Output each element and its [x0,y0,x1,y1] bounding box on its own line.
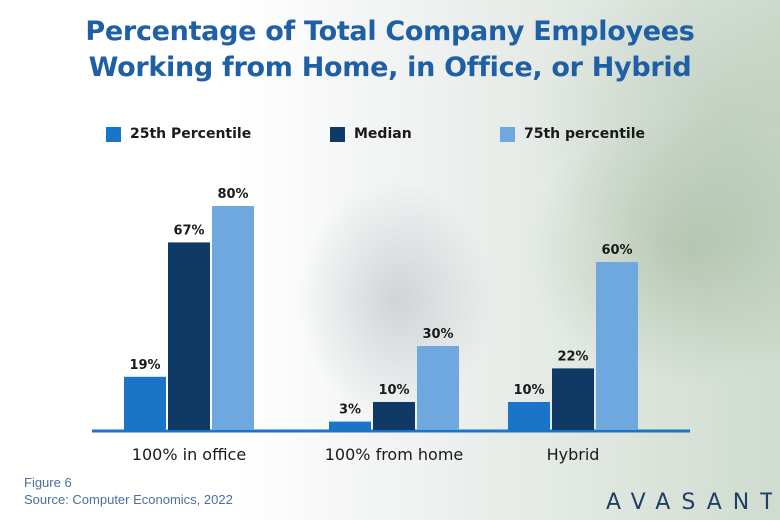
category-label: 100% in office [132,445,246,464]
data-label: 22% [557,349,588,364]
bar-median-1 [373,402,415,430]
data-label: 19% [129,358,160,373]
legend-item-median: Median [330,126,412,142]
chart-title-line1: Percentage of Total Company Employees [85,16,695,47]
bar-25th-0 [124,376,166,430]
legend-label-75th: 75th percentile [524,126,645,142]
footer: Figure 6 Source: Computer Economics, 202… [24,474,233,508]
legend: 25th Percentile Median 75th percentile [0,126,780,146]
data-label: 10% [378,383,409,398]
chart-title-line2: Working from Home, in Office, or Hybrid [88,52,692,83]
source-note: Source: Computer Economics, 2022 [24,492,233,507]
bar-median-0 [168,242,210,430]
figure-label: Figure 6 [24,475,72,490]
legend-label-median: Median [354,126,412,142]
data-label: 3% [339,403,361,418]
bar-25th-2 [508,402,550,430]
category-label: Hybrid [547,445,600,464]
legend-swatch-25th [106,126,121,142]
chart-title: Percentage of Total Company Employees Wo… [0,14,780,86]
data-label: 30% [422,327,453,342]
category-label: 100% from home [325,445,464,464]
legend-item-75th: 75th percentile [500,126,645,142]
avasant-logo: AVASANT [606,490,772,513]
bar-75th-1 [417,346,459,430]
data-label: 60% [601,243,632,258]
bar-median-2 [552,368,594,430]
data-label: 10% [513,383,544,398]
data-label: 67% [173,223,204,238]
legend-swatch-75th [500,126,515,142]
legend-swatch-median [330,126,345,142]
data-label: 80% [217,187,248,202]
legend-item-25th: 25th Percentile [106,126,251,142]
bar-75th-2 [596,262,638,430]
legend-label-25th: 25th Percentile [130,126,252,142]
avasant-logo-text: AVASANT [606,490,772,513]
bar-75th-0 [212,206,254,430]
bar-25th-1 [329,421,371,430]
